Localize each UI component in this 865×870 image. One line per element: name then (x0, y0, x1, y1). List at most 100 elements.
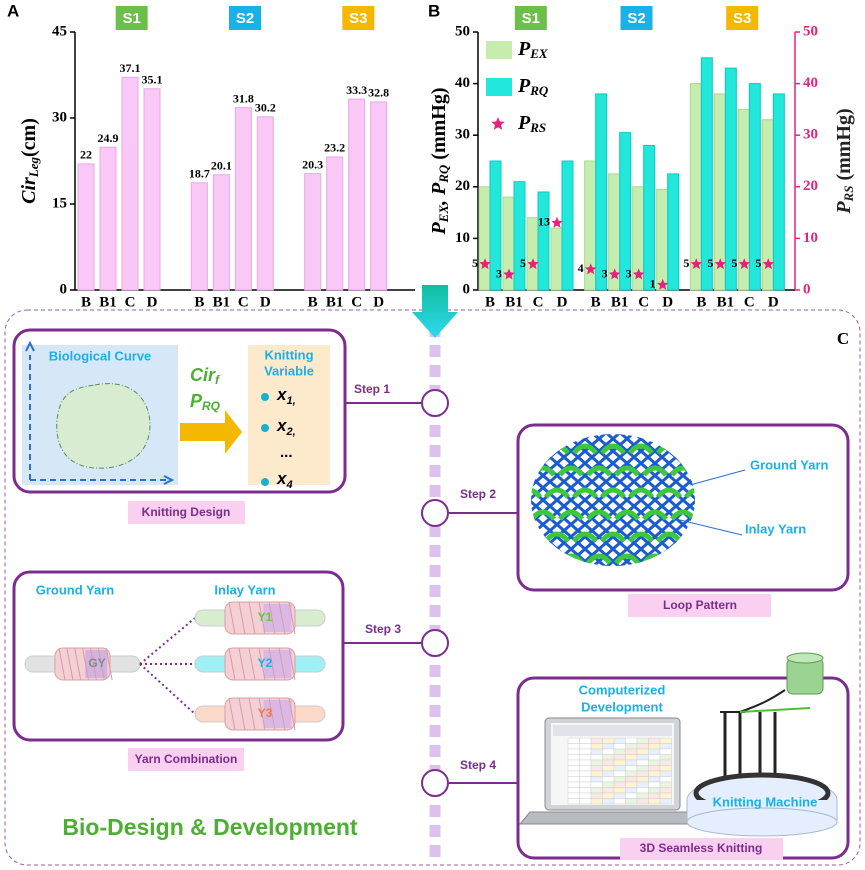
bar (190, 182, 208, 291)
ground-yarn (531, 434, 638, 566)
star-marker (714, 258, 726, 270)
sheet-cell (602, 770, 615, 777)
legend-label: PRS (517, 112, 546, 135)
curve-title: Biological Curve (49, 348, 152, 363)
inlay-yarn (600, 487, 626, 499)
sheet-cell (648, 781, 661, 788)
ground-yarn (531, 434, 610, 566)
legend-swatch (486, 78, 512, 96)
bar (370, 101, 388, 291)
legend-main: P (517, 112, 531, 134)
bar (489, 160, 502, 291)
inlay-yarn (614, 465, 640, 477)
sheet-cell (659, 792, 672, 799)
panel-label: B (428, 1, 440, 20)
legend-main: P (517, 75, 531, 97)
sheet-cell (648, 787, 661, 794)
legend-marker (491, 117, 505, 130)
sheet-cell (625, 787, 638, 794)
sheet-cell (636, 743, 649, 750)
inlay-yarn (558, 509, 584, 521)
diagram-title: Bio-Design & Development (62, 814, 358, 840)
sheet-cell (590, 737, 603, 744)
caption: Yarn Combination (135, 752, 238, 766)
yarn-wrap (238, 697, 246, 731)
sheet-cell (636, 776, 649, 783)
bar (77, 163, 95, 291)
sheet-cell (613, 781, 626, 788)
yarn-inlay-label: Inlay Yarn (214, 582, 275, 597)
sheet-cell (648, 792, 661, 799)
axis-label-part: (cm) (18, 118, 40, 157)
legend-label: PRQ (517, 75, 549, 98)
sheet-cell (648, 748, 661, 755)
inlay-yarn (490, 446, 512, 453)
sheet-cell (567, 737, 580, 744)
legend-sub: RQ (529, 83, 549, 98)
star-marker (503, 268, 515, 280)
value-label: 35.1 (142, 73, 163, 87)
inlay-yarn (544, 487, 570, 499)
sheet-cell (625, 759, 638, 766)
caption-box (128, 501, 245, 524)
inlay-yarn (490, 534, 512, 541)
input-sub: f (215, 373, 220, 387)
step-label: Step 3 (365, 622, 401, 636)
yarn-wrap (258, 601, 266, 635)
sheet-cell (602, 781, 615, 788)
sheet-cell (579, 765, 592, 772)
bar (143, 88, 161, 291)
value-label: 30.2 (255, 101, 276, 115)
caption: Loop Pattern (663, 598, 737, 612)
ground-yarn (531, 434, 652, 566)
sheet-cell (602, 765, 615, 772)
x-tick-label: D (147, 294, 158, 310)
legend-sub: EX (529, 46, 548, 61)
y-tick-label: 30 (455, 127, 470, 143)
yarn-wrap (268, 601, 276, 635)
group-label: S2 (627, 10, 645, 27)
yarn-illustration: GY Y1 Y2 Y3 (24, 601, 326, 731)
computer-label: Computerized (579, 682, 666, 697)
step-label: Step 1 (354, 382, 390, 396)
y-tick-label: 50 (455, 23, 470, 39)
x-tick-label: B (81, 294, 91, 310)
panel-frame (4, 309, 861, 866)
sheet-cell (659, 737, 672, 744)
star-marker (527, 258, 539, 270)
sheet-cell (625, 765, 638, 772)
yarn-wrap (66, 647, 74, 681)
star-marker (585, 263, 597, 275)
y2-tick-label: 0 (803, 281, 811, 297)
sheet-cell (579, 770, 592, 777)
value-label: 23.2 (324, 141, 345, 155)
laptop (518, 717, 707, 825)
group-label: S2 (236, 10, 254, 27)
ground-yarn (602, 434, 695, 566)
yarn-inlay (263, 650, 292, 678)
x-tick-label: B (696, 294, 706, 310)
group-badge (514, 6, 547, 30)
value-label: 5 (472, 256, 478, 270)
y-tick-label: 20 (455, 178, 470, 194)
sheet-cell (625, 770, 638, 777)
yarn-wrap (238, 647, 246, 681)
x-tick-label: B1 (611, 294, 629, 310)
sheet-cell (590, 748, 603, 755)
y-tick-label: 45 (52, 23, 67, 39)
sheet-cell (579, 781, 592, 788)
sheet-cell (567, 754, 580, 761)
inlay-yarn (628, 531, 654, 543)
bar (348, 98, 366, 291)
inlay-yarn (656, 531, 682, 543)
knitting-machine (686, 652, 838, 837)
ground-yarn (630, 434, 695, 566)
x-tick-label: C (744, 294, 755, 310)
ground-yarn (531, 434, 596, 566)
star-marker (738, 258, 750, 270)
ground-yarn (365, 430, 525, 570)
axis-label: PRS (mmHg) (833, 108, 856, 214)
y2-tick-label: 30 (803, 127, 818, 143)
bar (748, 83, 761, 291)
